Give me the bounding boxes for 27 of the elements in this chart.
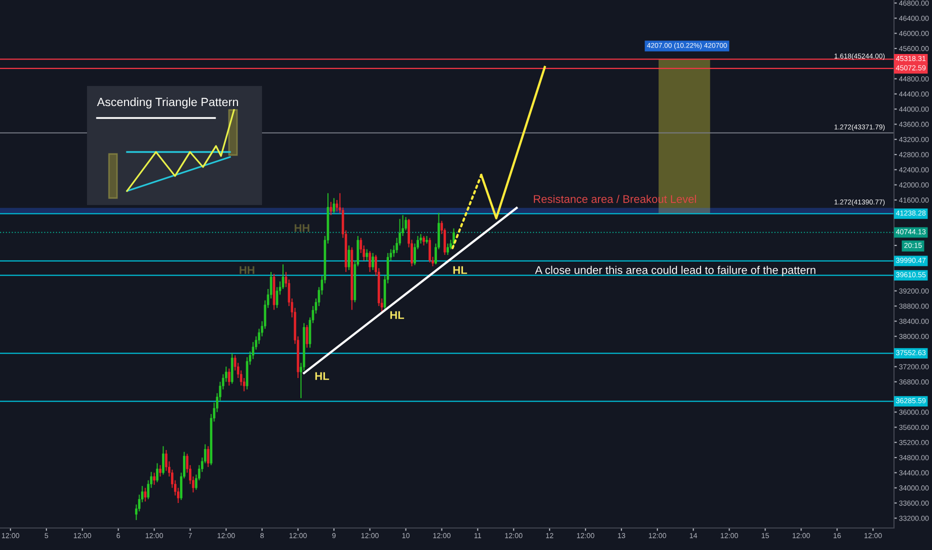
candlestick (366, 248, 368, 262)
candlestick (422, 235, 425, 246)
candlestick (368, 250, 372, 272)
candlestick (156, 462, 158, 483)
candlestick (153, 472, 156, 486)
annotation: HL (453, 266, 468, 274)
annotation: A close under this area could lead to failure of the pattern (535, 266, 816, 276)
candlestick (144, 487, 146, 502)
annotation: Resistance area / Breakout Level (534, 194, 696, 203)
candlestick (306, 324, 308, 348)
candlestick (348, 244, 350, 271)
annotation: HL (390, 311, 404, 319)
candlestick (206, 446, 210, 468)
candlestick (452, 228, 455, 246)
annotation: HH (294, 224, 310, 232)
annotation: Ascending Triangle Pattern (97, 98, 238, 108)
candlestick (446, 243, 449, 256)
candlestick (332, 198, 336, 214)
candlestick (230, 352, 234, 384)
candlestick (162, 446, 164, 476)
candlestick (372, 252, 374, 271)
candlestick (159, 464, 162, 477)
candlestick (428, 237, 431, 263)
candlestick (330, 201, 332, 216)
candlestick (228, 368, 230, 386)
annotation: HH (240, 266, 254, 274)
annotation: HL (315, 372, 330, 380)
